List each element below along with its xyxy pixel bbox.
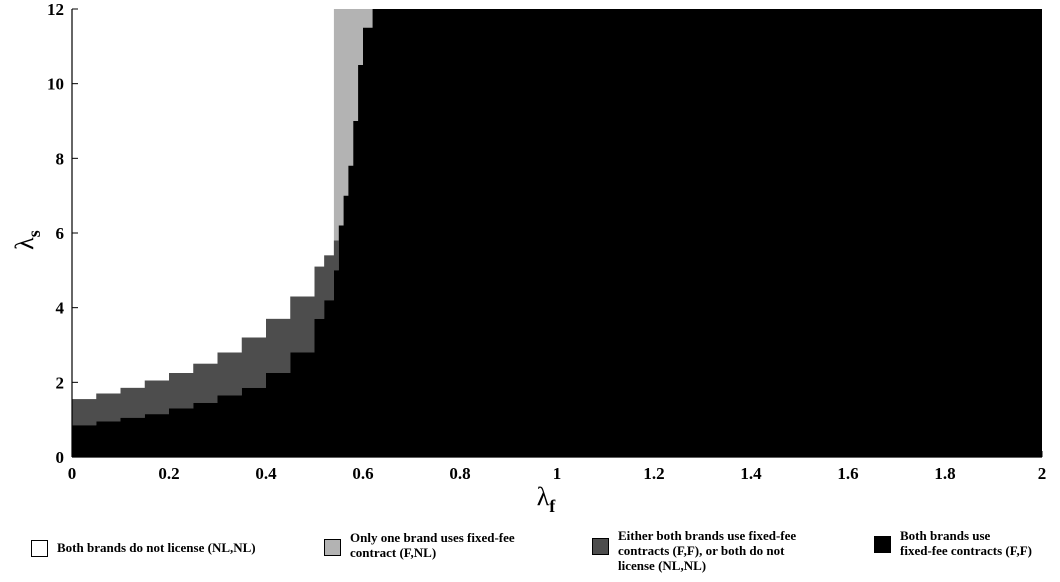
y-tick-label: 4 <box>56 299 65 318</box>
legend-swatch-mixed <box>592 538 609 555</box>
regions-layer <box>72 9 1042 457</box>
x-tick-label: 0.4 <box>255 464 277 483</box>
legend-item-f-f: Both brands use fixed-fee contracts (F,F… <box>874 528 1032 558</box>
legend-item-f-nl: Only one brand uses fixed-fee contract (… <box>324 530 515 560</box>
region-nl-nl <box>72 9 1042 400</box>
x-tick-label: 1.8 <box>934 464 955 483</box>
legend-label-f-f: Both brands use fixed-fee contracts (F,F… <box>900 528 1032 558</box>
legend: Both brands do not license (NL,NL) Only … <box>0 526 1060 582</box>
legend-swatch-nl-nl <box>31 540 48 557</box>
x-tick-label: 0.8 <box>449 464 470 483</box>
x-tick-label: 1.4 <box>740 464 762 483</box>
x-tick-label: 1.6 <box>837 464 858 483</box>
x-tick-label: 0 <box>68 464 77 483</box>
legend-swatch-f-f <box>874 536 891 553</box>
y-tick-label: 6 <box>56 224 65 243</box>
legend-item-nl-nl: Both brands do not license (NL,NL) <box>31 540 256 557</box>
region-f-f-right <box>372 9 1042 457</box>
legend-label-f-nl: Only one brand uses fixed-fee contract (… <box>350 530 515 560</box>
y-tick-label: 12 <box>47 0 64 19</box>
x-tick-label: 0.2 <box>158 464 179 483</box>
y-tick-label: 0 <box>56 448 65 467</box>
y-axis-label: λs <box>10 230 44 250</box>
x-tick-label: 1 <box>553 464 562 483</box>
legend-item-mixed: Either both brands use fixed-fee contrac… <box>592 528 796 573</box>
y-tick-label: 2 <box>56 373 65 392</box>
legend-label-mixed: Either both brands use fixed-fee contrac… <box>618 528 797 573</box>
x-axis-label: λf <box>537 482 557 516</box>
legend-label-nl-nl: Both brands do not license (NL,NL) <box>57 540 256 555</box>
legend-swatch-f-nl <box>324 539 341 556</box>
y-tick-label: 10 <box>47 75 64 94</box>
x-tick-label: 1.2 <box>643 464 664 483</box>
ticks-layer: 0 0.2 0.4 0.6 0.8 1 1.2 1.4 1.6 1.8 2 0 2 4 6 8 10 12 <box>47 0 1046 483</box>
x-tick-label: 0.6 <box>352 464 373 483</box>
y-tick-label: 8 <box>56 149 65 168</box>
x-tick-label: 2 <box>1038 464 1047 483</box>
